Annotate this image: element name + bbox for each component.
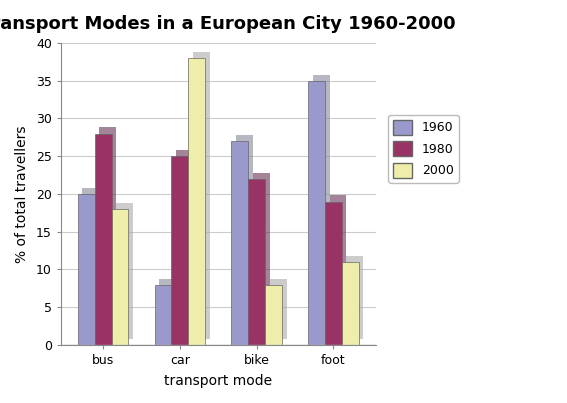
Bar (95, 133, 112, 345)
Legend: 1960, 1980, 2000: 1960, 1980, 2000 (388, 114, 459, 183)
Bar (171, 156, 188, 345)
Bar (346, 256, 363, 339)
Bar (231, 141, 248, 345)
Bar (329, 195, 346, 339)
Bar (253, 173, 270, 339)
Bar (78, 194, 95, 345)
Bar (155, 285, 171, 345)
Bar (61, 345, 375, 349)
Bar (116, 203, 133, 339)
Bar (236, 135, 253, 339)
Bar (308, 81, 325, 345)
Title: Transport Modes in a European City 1960-2000: Transport Modes in a European City 1960-… (0, 15, 455, 33)
Bar (159, 278, 176, 339)
Bar (193, 52, 210, 339)
Y-axis label: % of total travellers: % of total travellers (15, 125, 29, 263)
Bar (325, 202, 342, 345)
Bar (312, 75, 329, 339)
Bar (265, 285, 282, 345)
Bar (82, 188, 99, 339)
Bar (342, 262, 359, 345)
X-axis label: transport mode: transport mode (164, 374, 272, 388)
Bar (248, 179, 265, 345)
Bar (270, 278, 286, 339)
Bar (112, 209, 128, 345)
Bar (188, 58, 205, 345)
Bar (99, 127, 116, 339)
Bar (176, 150, 193, 339)
